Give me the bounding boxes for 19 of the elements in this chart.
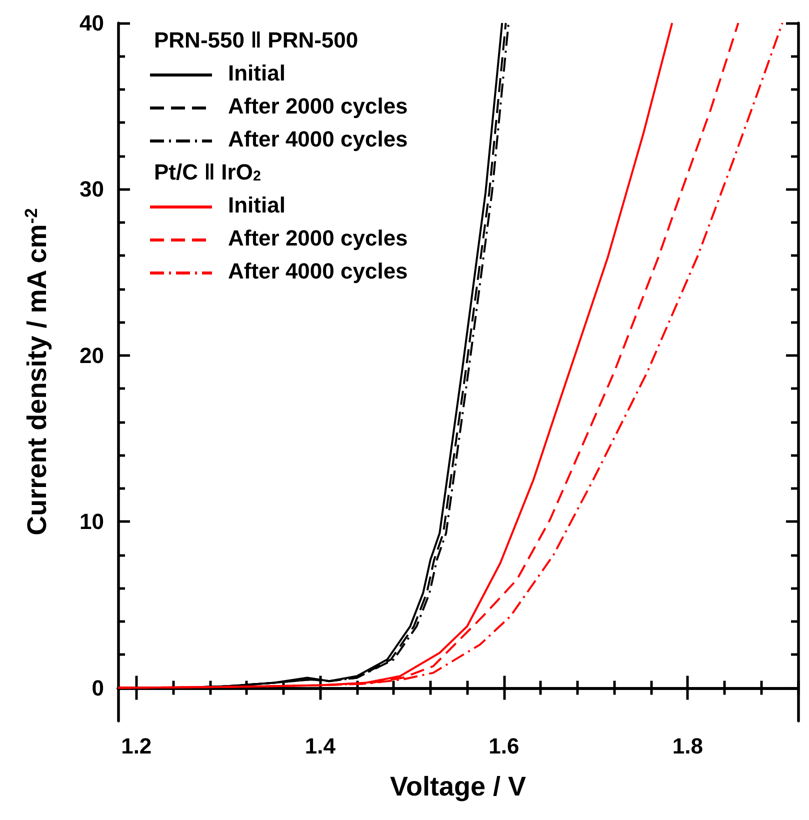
x-tick-label: 1.8 (672, 734, 704, 758)
annotation: Pt/C ‖ IrO2 (154, 160, 261, 184)
legend-label: After 4000 cycles (228, 258, 408, 284)
y-tick-label: 40 (80, 10, 104, 36)
y-tick-label: 0 (92, 675, 104, 700)
y-axis-title: Current density / mA cm-2 (20, 208, 52, 536)
annotation: PRN-550 ‖ PRN-500 (154, 28, 358, 52)
x-tick-label: 1.6 (488, 734, 520, 758)
legend-label: After 2000 cycles (228, 226, 408, 250)
legend-label: Initial (228, 192, 286, 218)
y-tick-label: 20 (80, 342, 104, 368)
legend-label: Initial (228, 60, 286, 86)
y-tick-label: 30 (80, 176, 104, 202)
x-axis-title: Voltage / V (390, 772, 526, 802)
legend-label: After 2000 cycles (228, 94, 408, 118)
legend-label: After 4000 cycles (228, 126, 408, 152)
x-tick-label: 1.4 (304, 734, 336, 758)
y-tick-label: 10 (80, 509, 104, 534)
x-tick-label: 1.2 (121, 734, 152, 758)
